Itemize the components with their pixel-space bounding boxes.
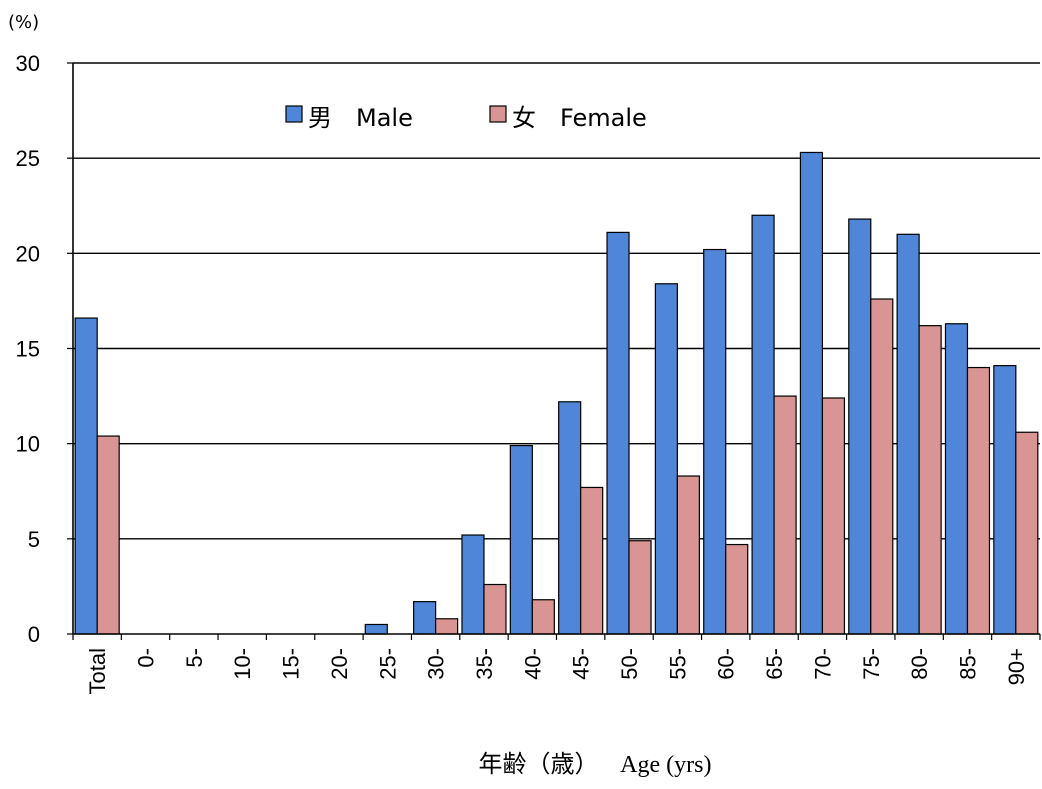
- x-tick-labels: Total 0- 5- 10- 15- 20- 25- 30- 35- 40- 45- 50- 55- 6…: [85, 648, 1029, 694]
- bar-female-11: [628, 540, 652, 635]
- bar-male-13: [703, 248, 727, 635]
- x-tick-label: 45-: [569, 648, 594, 680]
- x-tick-label: 65-: [762, 648, 787, 680]
- bar-female-17: [918, 325, 942, 635]
- x-tick-label: 15-: [279, 648, 304, 680]
- x-axis-label-jp: 年齢（歳）: [479, 750, 599, 778]
- y-tick-label: 0: [28, 622, 40, 647]
- legend-label-male: 男 Male: [308, 104, 413, 132]
- legend-label-female: 女 Female: [512, 104, 647, 132]
- bar-male-10: [558, 401, 582, 635]
- x-tick-label: 30-: [424, 648, 449, 680]
- gridlines: [73, 62, 1040, 540]
- x-tick-label: 0-: [134, 648, 159, 668]
- x-tick-label: 10-: [230, 648, 255, 680]
- x-tick-label: 20-: [327, 648, 352, 680]
- x-tick-label: 40-: [520, 648, 545, 680]
- bar-male-17: [896, 233, 920, 635]
- bar-female-13: [725, 543, 749, 635]
- x-tick-label: Total: [85, 648, 110, 694]
- bar-female-0: [96, 435, 120, 635]
- bar-male-15: [799, 151, 824, 635]
- bar-female-16: [870, 298, 894, 635]
- axes: [67, 62, 1041, 640]
- bar-male-19: [993, 365, 1017, 635]
- bar-male-9: [509, 444, 533, 635]
- x-tick-label: 90+: [1004, 648, 1029, 685]
- bar-male-6: [364, 623, 388, 635]
- legend: 男 Male 女 Female: [285, 104, 647, 132]
- bar-male-7: [413, 601, 437, 635]
- bar-male-0: [74, 317, 98, 635]
- bar-female-8: [483, 583, 507, 635]
- y-tick-label: 20: [16, 241, 40, 266]
- x-tick-label: 75-: [859, 648, 884, 680]
- bar-female-9: [531, 599, 555, 635]
- x-tick-label: 5-: [182, 648, 207, 668]
- legend-swatch-male: [285, 105, 303, 123]
- bar-male-18: [944, 323, 969, 635]
- y-tick-labels: 0 5 10 15 20 25 30: [16, 51, 40, 647]
- x-tick-label: 80-: [907, 648, 932, 680]
- x-axis-label-en: Age (yrs): [620, 752, 711, 778]
- y-tick-label: 10: [16, 432, 40, 457]
- y-tick-label: 5: [28, 527, 40, 552]
- x-tick-label: 70-: [810, 648, 835, 680]
- y-tick-label: 25: [16, 146, 40, 171]
- x-tick-label: 25-: [375, 648, 400, 680]
- bar-female-19: [1015, 431, 1039, 635]
- bar-female-12: [676, 475, 700, 635]
- y-unit-label: (%): [8, 12, 39, 33]
- bar-female-18: [966, 366, 991, 635]
- x-tick-label: 50-: [617, 648, 642, 680]
- y-tick-label: 15: [16, 337, 40, 362]
- bar-male-8: [461, 534, 485, 635]
- bar-male-14: [751, 214, 775, 635]
- x-tick-label: 85-: [955, 648, 980, 680]
- y-tick-label: 30: [16, 51, 40, 76]
- bar-male-12: [654, 283, 678, 635]
- legend-swatch-female: [489, 105, 507, 123]
- bar-male-16: [848, 218, 872, 635]
- x-tick-label: 35-: [472, 648, 497, 680]
- bar-female-10: [580, 486, 604, 635]
- x-axis-label: 年齢（歳） Age (yrs): [479, 750, 712, 778]
- bar-female-7: [435, 618, 459, 635]
- bar-male-11: [606, 231, 630, 635]
- bars: [74, 151, 1039, 635]
- x-tick-label: 55-: [665, 648, 690, 680]
- bar-female-15: [821, 397, 846, 635]
- x-tick-label: 60-: [714, 648, 739, 680]
- bar-female-14: [773, 395, 797, 635]
